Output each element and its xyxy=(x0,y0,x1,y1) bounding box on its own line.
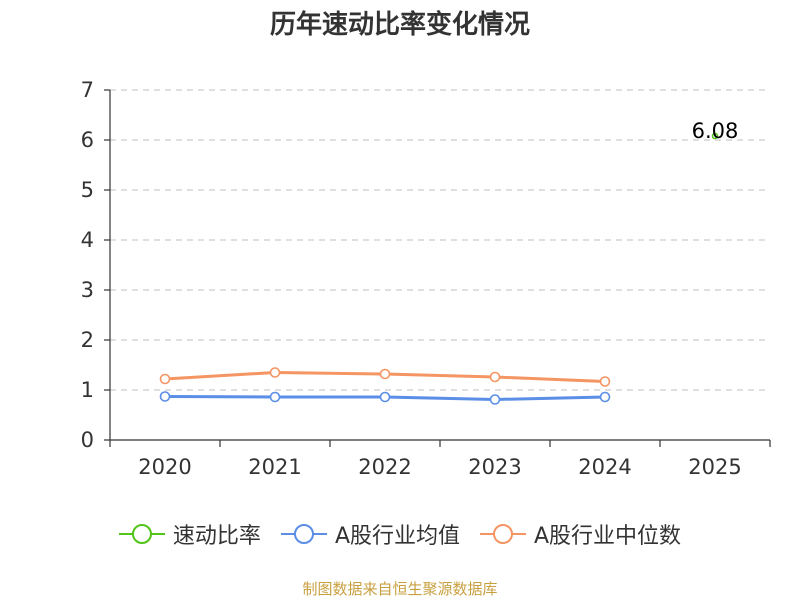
x-tick-label: 2023 xyxy=(468,455,521,479)
legend-item[interactable]: 速动比率 xyxy=(118,518,261,550)
legend-line-circle-icon xyxy=(480,524,526,544)
data-point xyxy=(159,373,171,385)
legend: 速动比率 A股行业均值 A股行业中位数 xyxy=(0,518,800,550)
chart-title: 历年速动比率变化情况 xyxy=(269,10,530,40)
legend-item[interactable]: A股行业中位数 xyxy=(480,518,681,550)
y-tick-label: 5 xyxy=(81,178,94,202)
data-label: 6.08 xyxy=(692,119,739,143)
data-point xyxy=(269,391,281,403)
data-point xyxy=(269,367,281,378)
y-tick-label: 1 xyxy=(81,378,94,402)
data-point xyxy=(599,391,611,403)
legend-line-circle-icon xyxy=(280,524,327,544)
legend-line-circle-icon xyxy=(118,524,165,544)
data-point xyxy=(159,391,171,402)
y-tick-label: 6 xyxy=(81,128,94,152)
legend-label: A股行业均值 xyxy=(334,524,460,549)
data-point xyxy=(599,376,611,387)
x-tick-label: 2021 xyxy=(248,455,301,479)
x-tick-label: 2022 xyxy=(358,455,411,479)
data-point xyxy=(379,391,391,403)
x-tick-label: 2025 xyxy=(688,455,741,479)
data-point xyxy=(489,371,501,383)
x-tick-label: 2020 xyxy=(138,455,191,479)
y-tick-label: 0 xyxy=(81,428,94,452)
legend-label: A股行业中位数 xyxy=(534,524,682,549)
legend-item[interactable]: A股行业均值 xyxy=(280,518,460,550)
y-tick-label: 2 xyxy=(81,328,94,352)
x-tick-label: 2024 xyxy=(578,455,631,479)
source-note: 制图数据来自恒生聚源数据库 xyxy=(302,580,498,598)
data-point xyxy=(379,368,391,380)
data-point xyxy=(711,132,719,140)
legend-label: 速动比率 xyxy=(172,524,261,549)
y-tick-label: 4 xyxy=(81,228,94,252)
y-tick-label: 3 xyxy=(81,278,94,302)
y-tick-label: 7 xyxy=(81,78,94,102)
data-point xyxy=(489,394,501,405)
